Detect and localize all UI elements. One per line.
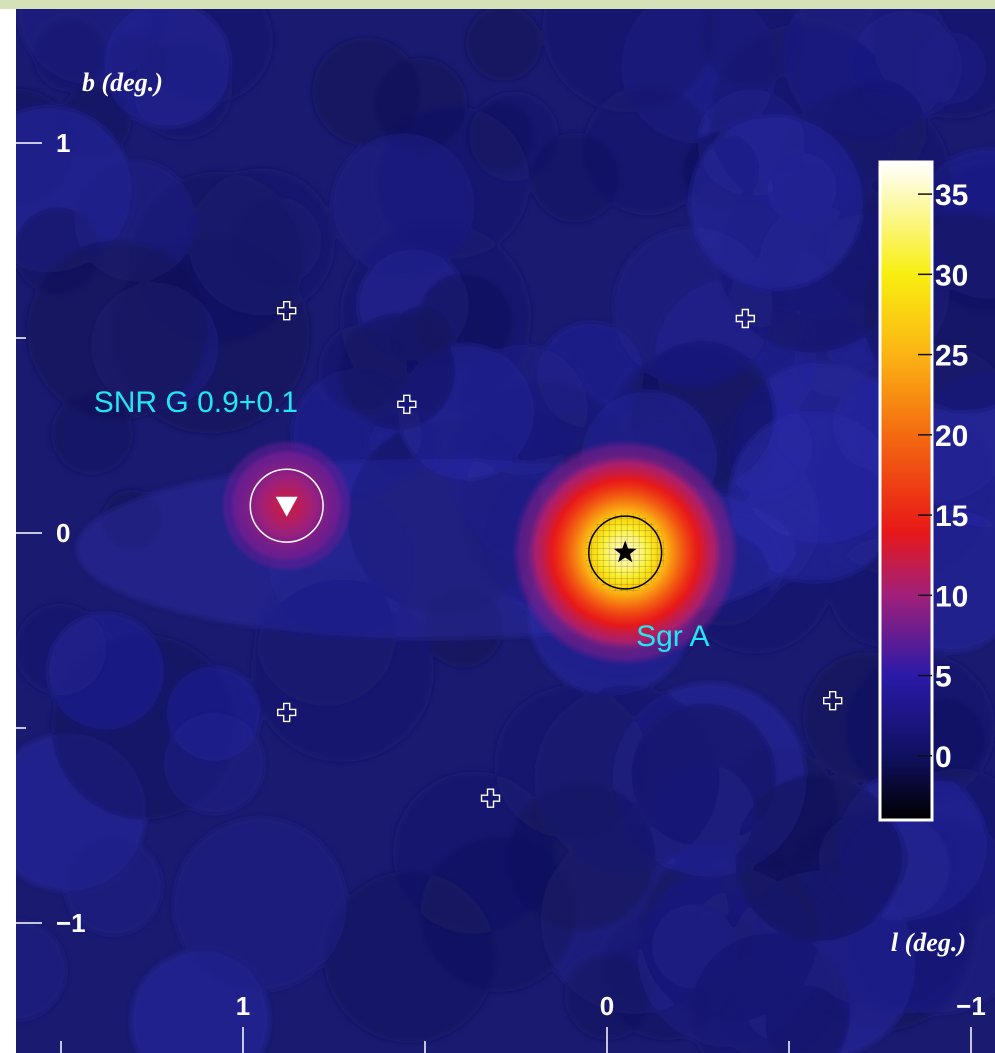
emission-blob (530, 133, 620, 223)
emission-blob (689, 115, 863, 290)
y-tick-label: 0 (56, 518, 70, 548)
source-label: Sgr A (636, 620, 709, 653)
colorbar: 0 5 10 15 20 25 30 35 (878, 160, 968, 822)
emission-blob (167, 666, 261, 761)
emission-blob (690, 933, 851, 1053)
x-tick-label: 0 (600, 991, 614, 1021)
colorbar-tick-label: 15 (935, 500, 968, 533)
cross-icon (276, 702, 297, 723)
colorbar-tick-label: 10 (935, 580, 968, 613)
emission-blob (339, 313, 455, 430)
emission-blob (16, 920, 67, 1021)
colorbar-scale (878, 160, 934, 822)
source-label: SNR G 0.9+0.1 (94, 386, 298, 419)
sky-map-panel: 1 0 −1 1 0 −1 b (deg.) l (deg.) 0 5 10 15 20 25 30 35 … (16, 9, 995, 1053)
colorbar-tick-label: 0 (935, 741, 952, 774)
error-circle (588, 515, 663, 590)
colorbar-tick-label: 25 (935, 340, 968, 373)
cross-icon (276, 301, 297, 321)
emission-blob (173, 817, 347, 992)
emission-blob (466, 9, 542, 81)
emission-blob (420, 836, 576, 992)
colorbar-tick-label: 35 (935, 179, 968, 212)
colorbar-tick-label: 20 (935, 420, 968, 453)
x-tick-label: −1 (956, 991, 986, 1021)
y-tick-label: −1 (56, 908, 86, 938)
emission-blob (818, 813, 908, 903)
left-border (0, 9, 16, 1053)
emission-blob (534, 685, 720, 871)
cross-icon (822, 691, 843, 711)
triangle-down-icon (275, 496, 298, 517)
top-border (0, 0, 995, 9)
axes-layer: 10−11 0 −1b (deg.)l (deg.) (16, 68, 986, 1053)
emission-blob (465, 101, 535, 171)
emission-blob (564, 953, 652, 1040)
cross-icon (397, 394, 417, 414)
emission-blob (33, 18, 107, 92)
y-tick-label: 1 (56, 128, 70, 158)
emission-blob (542, 9, 717, 113)
emission-blob (104, 9, 231, 128)
emission-blob (457, 344, 588, 475)
x-tick-label: 1 (236, 991, 250, 1021)
colorbar-tick-label: 5 (935, 661, 952, 694)
cross-icon (480, 788, 501, 808)
emission-blob (47, 612, 164, 730)
emission-blob (64, 837, 163, 936)
cross-icon (735, 308, 756, 329)
emission-blob (27, 240, 207, 421)
emission-blob (312, 37, 421, 146)
markers-layer (249, 301, 843, 808)
star-icon (613, 540, 637, 563)
y-axis-title: b (deg.) (82, 68, 163, 97)
sky-map-chart: 10−11 0 −1b (deg.)l (deg.) 05101520253035 … (16, 9, 995, 1053)
error-circle (249, 468, 324, 543)
colorbar-tick-label: 30 (935, 259, 968, 292)
emission-blob (331, 133, 474, 276)
labels-layer: SNR G 0.9+0.1 Sgr A (94, 386, 710, 653)
emission-blob (188, 168, 336, 316)
x-axis-title: l (deg.) (891, 928, 966, 957)
